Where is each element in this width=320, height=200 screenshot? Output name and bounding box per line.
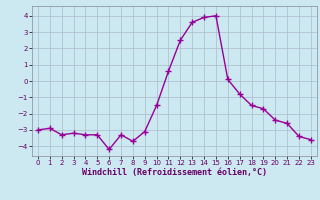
- X-axis label: Windchill (Refroidissement éolien,°C): Windchill (Refroidissement éolien,°C): [82, 168, 267, 177]
